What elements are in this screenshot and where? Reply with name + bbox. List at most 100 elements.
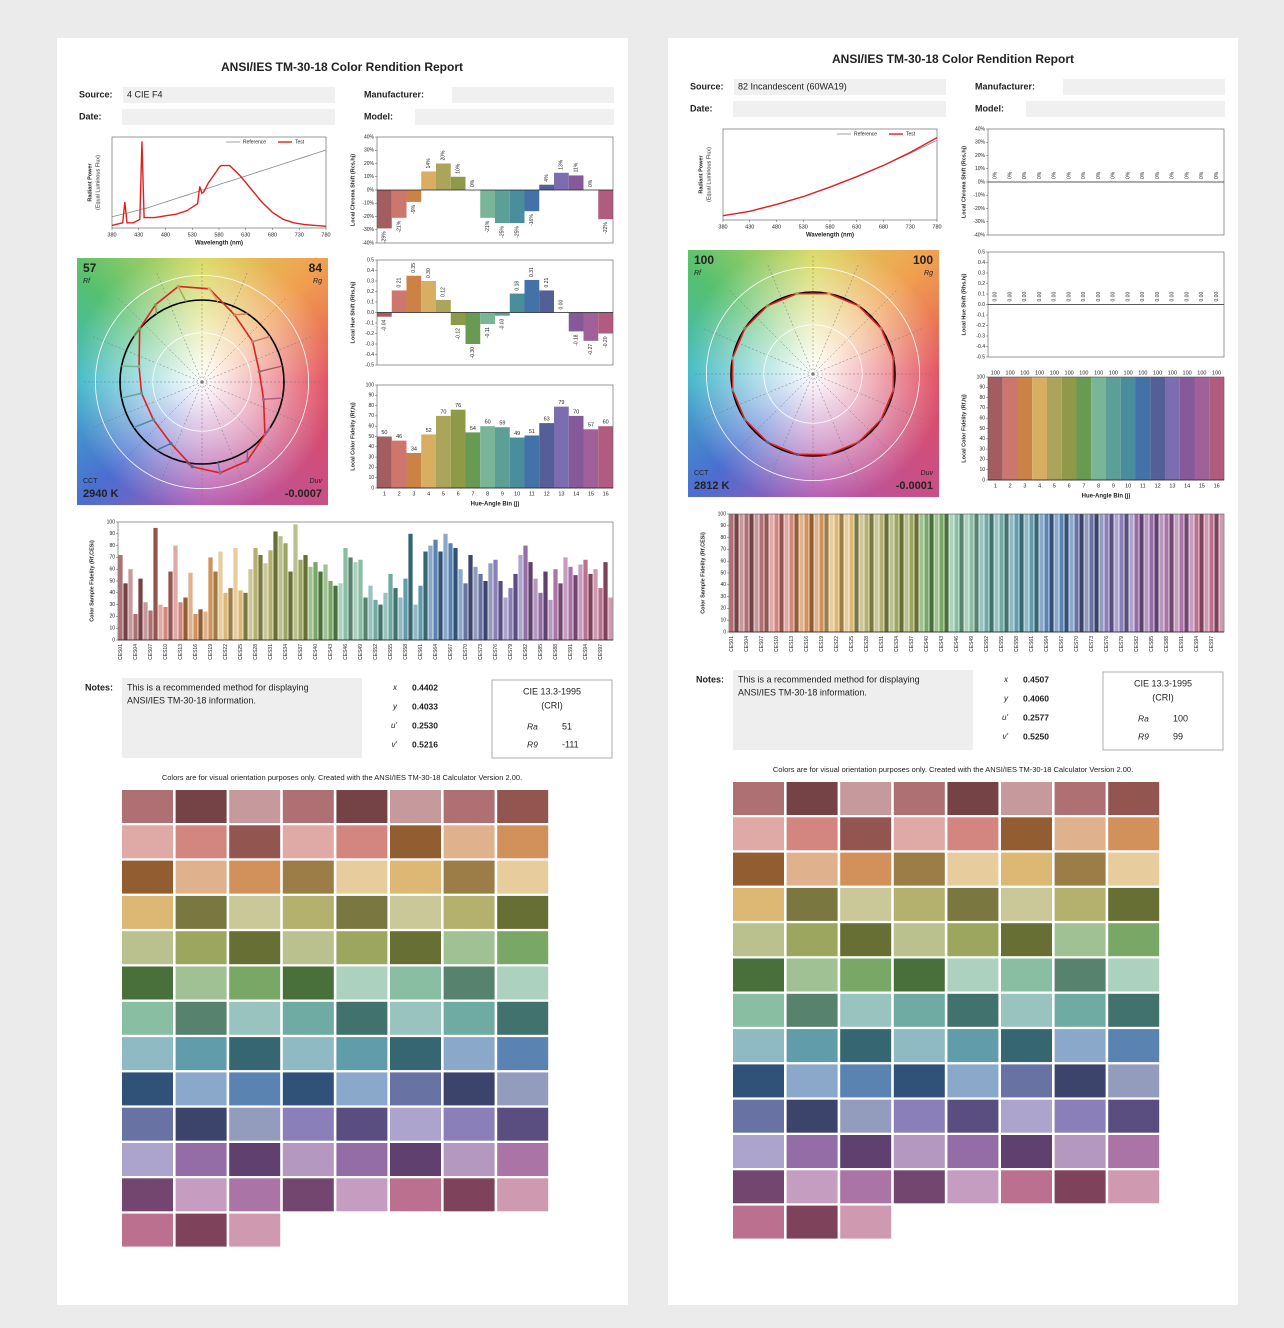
data-label: 0.21 (396, 277, 402, 287)
x-tick-label: 680 (268, 232, 277, 238)
field-box (452, 87, 614, 103)
bar (203, 611, 208, 640)
x-tick-label: 580 (214, 232, 223, 238)
color-swatch (175, 931, 227, 965)
color-swatch (1108, 1170, 1160, 1204)
bar (478, 573, 483, 640)
shift-arrow-head (151, 418, 156, 422)
bar (809, 514, 814, 632)
bar (1214, 514, 1219, 632)
bar (959, 514, 964, 632)
color-swatch (786, 1029, 838, 1063)
color-swatch (947, 1099, 999, 1133)
x-tick-label: CES52 (373, 644, 379, 660)
y-tick-label: -10% (362, 201, 374, 207)
footer-text: Colors are for visual orientation purpos… (773, 765, 1133, 774)
data-label: 100 (1197, 370, 1206, 376)
bar (554, 406, 569, 488)
bar (508, 588, 513, 640)
data-label: 100 (1094, 370, 1103, 376)
bar (874, 514, 879, 632)
y-tick-label: 90 (720, 523, 726, 529)
x-tick-label: CES13 (178, 644, 184, 660)
x-tick-label: CES52 (984, 636, 990, 652)
x-tick-label: CES91 (1179, 636, 1185, 652)
bar (1029, 514, 1034, 632)
data-label: 0.00 (1170, 292, 1176, 302)
bar (1074, 514, 1079, 632)
color-swatch (175, 1178, 227, 1212)
y-axis-label: Local Chroma Shift (Rcs,hj) (350, 154, 356, 226)
data-label: 60 (603, 420, 609, 426)
y-tick-label: 20% (364, 161, 375, 167)
color-swatch (282, 1143, 334, 1176)
data-label: 76 (455, 403, 461, 409)
bar (849, 514, 854, 632)
data-label: 34 (411, 446, 417, 452)
bar (313, 562, 318, 640)
color-swatch (175, 825, 227, 859)
metric-label: Duv (921, 470, 934, 477)
bar (143, 602, 148, 640)
color-swatch (1054, 1064, 1106, 1098)
color-swatch (122, 1143, 173, 1176)
bar (834, 514, 839, 632)
bar (153, 527, 158, 640)
color-swatch (443, 1072, 495, 1106)
color-swatch (1001, 1170, 1052, 1204)
bar (974, 514, 979, 632)
bar (869, 514, 874, 632)
data-label: 100 (1183, 370, 1192, 376)
bar (964, 514, 969, 632)
data-label: 0.00 (1125, 292, 1131, 302)
color-swatch (122, 1072, 173, 1106)
bar (583, 429, 599, 488)
metric-label: Rf (694, 270, 702, 277)
color-swatch (282, 825, 334, 859)
data-label: 14% (426, 158, 432, 169)
x-tick-label: 3 (412, 491, 415, 497)
bar (333, 585, 338, 640)
data-label: 13% (559, 159, 565, 170)
bin-divider (703, 373, 814, 420)
bar (844, 514, 849, 632)
color-swatch (840, 817, 892, 851)
bar (1019, 514, 1024, 632)
x-tick-label: 14 (1184, 483, 1190, 489)
color-swatch (840, 1029, 892, 1063)
data-label: 100 (1020, 370, 1029, 376)
data-label: 0% (1066, 171, 1072, 179)
report-title: ANSI/IES TM-30-18 Color Rendition Report (221, 60, 463, 74)
bar (1165, 377, 1180, 480)
bar (859, 514, 864, 632)
y-tick-label: -0.1 (976, 312, 985, 318)
bar (163, 606, 168, 640)
bar (258, 555, 263, 640)
color-swatch (122, 895, 173, 929)
x-tick-label: 7 (471, 491, 474, 497)
color-swatch (282, 966, 334, 1000)
bin-divider (201, 297, 287, 383)
color-swatch (1001, 1064, 1052, 1098)
color-swatch (947, 958, 999, 992)
bar (994, 514, 999, 632)
bar (924, 514, 929, 632)
bar (148, 610, 153, 640)
y-tick-label: 0 (723, 629, 726, 635)
metric-value: -0.0007 (285, 488, 322, 500)
color-swatch (1054, 923, 1106, 957)
color-swatch (336, 1037, 388, 1071)
y-tick-label: 40 (979, 436, 985, 442)
bar (1139, 514, 1144, 632)
color-swatch (282, 1001, 334, 1035)
bar (388, 573, 393, 640)
x-tick-label: 6 (1068, 483, 1071, 489)
bar (854, 514, 859, 632)
color-swatch (1001, 1099, 1052, 1133)
y-tick-label: 20% (975, 153, 986, 159)
data-label: 100 (991, 370, 1000, 376)
data-label: 0% (1081, 171, 1087, 179)
data-label: 0.00 (559, 300, 565, 310)
bar (939, 514, 944, 632)
